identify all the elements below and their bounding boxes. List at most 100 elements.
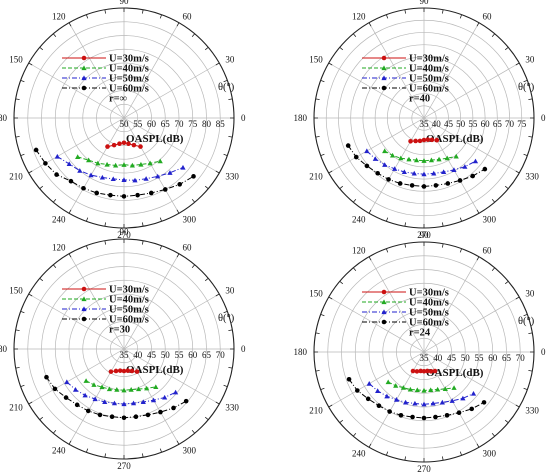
angle-tick-mark bbox=[353, 268, 356, 271]
angle-tick-mark bbox=[16, 367, 20, 368]
angle-tick-mark bbox=[205, 278, 208, 281]
data-point bbox=[100, 175, 105, 180]
polar-grid bbox=[314, 242, 534, 462]
angle-tick-label: 60 bbox=[483, 246, 493, 256]
radial-tick-label: 65 bbox=[493, 119, 503, 129]
radial-tick-label: 70 bbox=[516, 353, 526, 363]
radial-tick-label: 50 bbox=[456, 119, 466, 129]
data-point bbox=[446, 181, 451, 186]
angle-tick-mark bbox=[29, 402, 32, 404]
angle-tick-mark bbox=[69, 254, 71, 257]
angle-tick-mark bbox=[160, 246, 161, 250]
angle-tick-mark bbox=[69, 23, 71, 26]
angle-tick-mark bbox=[516, 297, 519, 299]
angle-tick-label: 30 bbox=[525, 289, 535, 299]
data-point bbox=[180, 165, 185, 170]
data-point bbox=[422, 416, 427, 421]
data-point bbox=[471, 391, 476, 396]
angle-tick-mark bbox=[53, 430, 56, 433]
series-U=40m/s bbox=[83, 378, 158, 392]
angle-tick-label: 180 bbox=[0, 344, 8, 354]
data-point bbox=[108, 193, 113, 198]
angle-tick-mark bbox=[386, 218, 387, 222]
angle-axis-label: θ(°) bbox=[518, 82, 535, 93]
data-point bbox=[69, 179, 74, 184]
data-point bbox=[410, 415, 415, 420]
data-point bbox=[122, 194, 127, 199]
angle-tick-mark bbox=[321, 80, 325, 81]
series-U=40m/s bbox=[386, 379, 457, 392]
data-point bbox=[469, 407, 474, 412]
angle-tick-mark bbox=[177, 210, 179, 213]
angle-tick-mark bbox=[460, 218, 461, 222]
angle-axis-label: θ(°) bbox=[518, 316, 535, 327]
data-point bbox=[433, 369, 438, 374]
polar-grid bbox=[14, 239, 234, 459]
angle-tick-mark bbox=[105, 10, 106, 14]
angle-tick-mark bbox=[477, 210, 479, 213]
angle-tick-mark bbox=[460, 15, 461, 19]
legend-marker bbox=[382, 56, 387, 61]
data-point bbox=[354, 155, 359, 160]
radial-tick-label: 40 bbox=[433, 353, 443, 363]
angle-tick-mark bbox=[442, 222, 443, 226]
angle-tick-label: 240 bbox=[352, 214, 366, 224]
angle-tick-mark bbox=[369, 257, 371, 260]
radial-tick-label: 65 bbox=[502, 353, 512, 363]
data-point bbox=[98, 413, 103, 418]
angle-tick-mark bbox=[528, 333, 532, 334]
data-point bbox=[177, 182, 182, 187]
data-point bbox=[53, 387, 58, 392]
polar-chart-1: 0306090120150180210240270300330505560657… bbox=[4, 0, 244, 238]
radial-tick-label: 40 bbox=[432, 119, 442, 129]
angle-tick-mark bbox=[29, 294, 32, 296]
data-point bbox=[367, 381, 372, 386]
radial-tick-label: 40 bbox=[133, 350, 143, 360]
angle-tick-mark bbox=[21, 154, 25, 155]
radial-tick-label: 45 bbox=[444, 119, 454, 129]
radial-axis-label: OASPL(dB) bbox=[426, 133, 484, 145]
angle-tick-mark bbox=[516, 63, 519, 65]
angle-tick-mark bbox=[53, 265, 56, 268]
angle-tick-mark bbox=[105, 241, 106, 245]
data-point bbox=[387, 409, 392, 414]
radial-tick-label: 55 bbox=[175, 350, 185, 360]
angle-tick-mark bbox=[369, 444, 371, 447]
angle-tick-label: 270 bbox=[117, 461, 131, 471]
angle-tick-label: 0 bbox=[541, 113, 546, 123]
angle-tick-label: 60 bbox=[183, 243, 193, 253]
angle-tick-label: 120 bbox=[52, 243, 66, 253]
data-point bbox=[144, 176, 149, 181]
data-point bbox=[434, 183, 439, 188]
angle-tick-mark bbox=[224, 154, 228, 155]
angle-tick-mark bbox=[205, 186, 208, 189]
data-point bbox=[64, 379, 69, 384]
angle-tick-label: 30 bbox=[525, 55, 535, 65]
angle-tick-label: 270 bbox=[417, 464, 431, 472]
angle-tick-mark bbox=[228, 330, 232, 331]
data-point bbox=[445, 413, 450, 418]
angle-tick-label: 0 bbox=[541, 347, 546, 357]
angle-tick-mark bbox=[205, 417, 208, 420]
angle-tick-label: 120 bbox=[352, 12, 366, 22]
series-line bbox=[57, 157, 183, 181]
case-label: r=40 bbox=[409, 94, 430, 105]
angle-tick-label: 330 bbox=[525, 406, 539, 416]
angle-tick-mark bbox=[524, 154, 528, 155]
angle-tick-mark bbox=[177, 254, 179, 257]
angle-tick-mark bbox=[177, 23, 179, 26]
angle-tick-label: 240 bbox=[52, 214, 66, 224]
case-label: r=24 bbox=[409, 328, 431, 339]
data-point bbox=[347, 377, 352, 382]
radial-tick-label: 80 bbox=[202, 119, 212, 129]
angle-tick-label: 300 bbox=[183, 214, 197, 224]
angle-tick-mark bbox=[492, 34, 495, 37]
data-point bbox=[83, 378, 88, 383]
radial-tick-label: 65 bbox=[161, 119, 171, 129]
data-point bbox=[483, 167, 488, 172]
angle-tick-mark bbox=[142, 241, 143, 245]
data-point bbox=[132, 143, 137, 148]
angle-tick-label: 0 bbox=[241, 113, 246, 123]
